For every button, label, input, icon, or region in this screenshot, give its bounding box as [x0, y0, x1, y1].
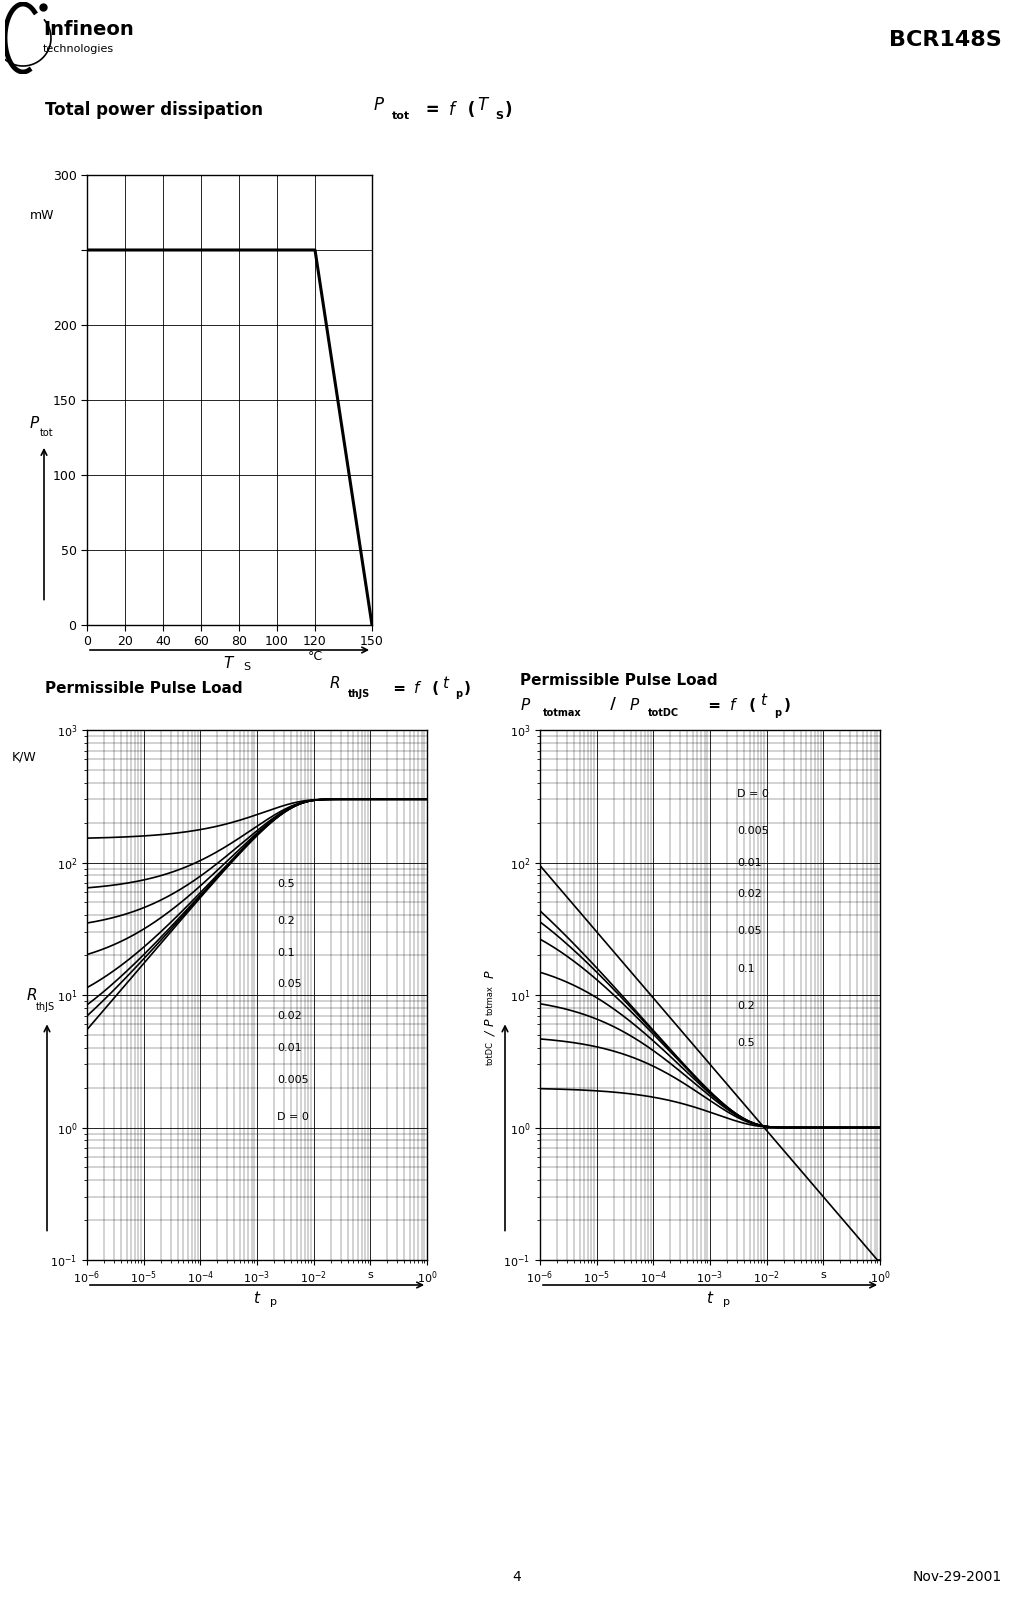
Text: 0.005: 0.005: [278, 1075, 309, 1085]
Text: $\mathit{f}$: $\mathit{f}$: [413, 681, 422, 695]
Text: 0.02: 0.02: [278, 1011, 302, 1022]
Text: (: (: [744, 697, 756, 713]
Text: S: S: [244, 661, 251, 673]
Text: thJS: thJS: [35, 1003, 55, 1012]
Text: 0.5: 0.5: [738, 1038, 755, 1048]
Text: ): ): [505, 100, 512, 120]
Text: tot: tot: [40, 427, 54, 438]
Text: $\mathit{R}$: $\mathit{R}$: [27, 986, 37, 1003]
Text: totmax: totmax: [542, 708, 582, 718]
Text: D = 0: D = 0: [278, 1112, 309, 1122]
Text: $\mathit{T}$: $\mathit{T}$: [477, 95, 490, 115]
Text: 0.02: 0.02: [738, 889, 762, 899]
Text: $\mathit{t}$: $\mathit{t}$: [706, 1290, 714, 1307]
Text: thJS: thJS: [348, 689, 370, 700]
Text: $\mathit{R}$: $\mathit{R}$: [330, 676, 340, 690]
Text: 0.1: 0.1: [738, 964, 755, 973]
Text: BCR148S: BCR148S: [889, 31, 1002, 50]
Text: p: p: [270, 1297, 277, 1307]
Text: $\mathit{P}$: $\mathit{P}$: [520, 697, 531, 713]
Text: $\mathit{P}$: $\mathit{P}$: [29, 414, 40, 430]
Text: Infineon: Infineon: [43, 19, 133, 39]
Text: $\mathit{T}$: $\mathit{T}$: [223, 655, 236, 671]
Text: 0.1: 0.1: [278, 948, 295, 957]
Text: $\mathit{P}$: $\mathit{P}$: [629, 697, 640, 713]
Text: 0.005: 0.005: [738, 826, 769, 836]
Text: =: =: [702, 697, 726, 713]
Text: totDC: totDC: [486, 1041, 495, 1066]
Text: $\mathit{P}$: $\mathit{P}$: [483, 969, 497, 978]
Text: p: p: [723, 1297, 730, 1307]
Text: $\mathit{t}$: $\mathit{t}$: [253, 1290, 261, 1307]
Text: $\mathit{f}$: $\mathit{f}$: [448, 100, 458, 120]
Text: Total power dissipation: Total power dissipation: [45, 100, 269, 120]
Text: $\mathit{t}$: $\mathit{t}$: [759, 692, 769, 708]
Text: p: p: [456, 689, 462, 700]
Text: 0.01: 0.01: [278, 1043, 302, 1053]
Text: tot: tot: [393, 112, 410, 121]
Text: / $\mathit{P}$: / $\mathit{P}$: [483, 1017, 497, 1036]
Text: p: p: [774, 708, 781, 718]
Text: =: =: [388, 681, 411, 695]
Text: S: S: [496, 112, 503, 121]
Text: $\mathit{f}$: $\mathit{f}$: [728, 697, 738, 713]
Text: 0.5: 0.5: [278, 878, 295, 889]
Text: totDC: totDC: [648, 708, 680, 718]
Text: Permissible Pulse Load: Permissible Pulse Load: [520, 673, 718, 687]
Text: 4: 4: [512, 1570, 521, 1583]
Text: 0.01: 0.01: [738, 857, 761, 867]
Text: technologies: technologies: [43, 44, 114, 53]
Text: (: (: [428, 681, 439, 695]
Text: 0.2: 0.2: [738, 1001, 755, 1011]
Text: mW: mW: [30, 209, 55, 222]
Text: ): ): [464, 681, 470, 695]
Text: Nov-29-2001: Nov-29-2001: [913, 1570, 1002, 1583]
Text: =: =: [420, 100, 445, 120]
Text: totmax: totmax: [486, 985, 495, 1015]
Text: ): ): [783, 697, 790, 713]
Text: 0.2: 0.2: [278, 915, 295, 927]
Text: 0.05: 0.05: [278, 980, 302, 990]
Text: /: /: [604, 697, 621, 713]
Text: °C: °C: [308, 650, 322, 663]
Text: D = 0: D = 0: [738, 789, 770, 799]
Text: K/W: K/W: [12, 750, 37, 763]
Text: $\mathit{P}$: $\mathit{P}$: [374, 95, 385, 115]
Text: (: (: [463, 100, 475, 120]
Text: 0.05: 0.05: [738, 927, 761, 936]
Text: Permissible Pulse Load: Permissible Pulse Load: [45, 681, 248, 695]
Text: $\mathit{t}$: $\mathit{t}$: [442, 676, 450, 690]
